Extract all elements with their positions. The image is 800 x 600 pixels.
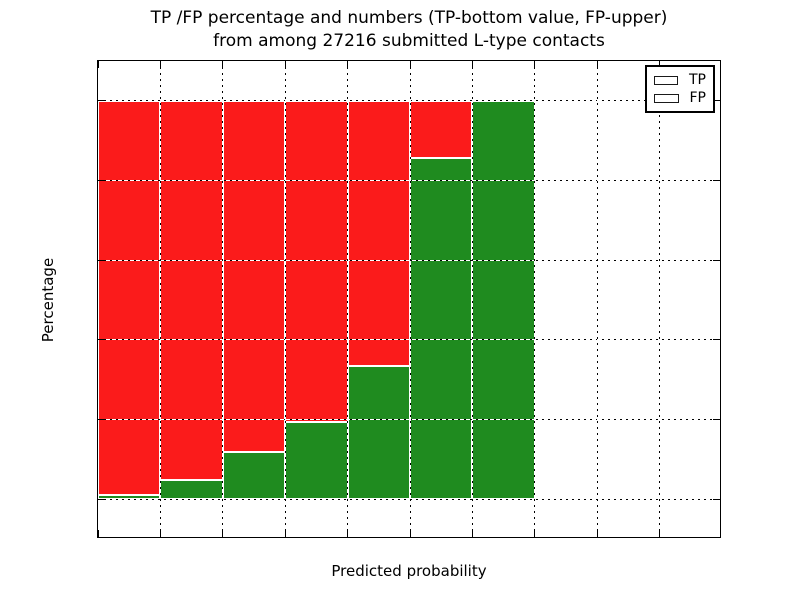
bar-segment-fp [160,100,223,480]
y-tick [98,180,105,181]
h-gridline [98,259,720,261]
bar-segment-fp [98,100,161,495]
tp-color-swatch [654,75,678,85]
chart-title: TP /FP percentage and numbers (TP-bottom… [97,7,721,53]
y-tick [713,100,720,102]
x-axis-label: Predicted probability [331,562,487,580]
bar-segment-tp [410,157,473,500]
v-gridline [596,61,598,537]
x-tick [596,61,598,68]
y-tick [98,419,105,420]
v-gridline [534,61,536,537]
v-gridline [659,61,661,537]
x-tick [409,61,411,68]
legend-item-fp: FP [654,91,706,105]
v-gridline [159,61,161,537]
h-gridline [98,498,720,500]
y-tick [713,419,720,420]
bar-segment-tp [347,366,410,500]
x-tick [159,530,161,537]
y-tick [98,100,105,102]
x-tick [409,530,411,537]
v-gridline [284,61,286,537]
y-axis-label: Percentage [39,257,57,343]
bar-segment-fp [222,100,286,452]
x-tick [222,530,224,537]
y-tick [713,180,720,181]
x-tick [659,530,661,537]
legend: TP FP [645,65,715,113]
fp-color-swatch [654,93,679,103]
chart-title-line2: from among 27216 submitted L-type contac… [213,31,605,51]
v-gridline [347,61,349,537]
bar-segment-tp [222,451,286,500]
x-tick [534,61,536,68]
legend-item-tp: TP [654,73,706,87]
x-tick [97,530,99,537]
y-tick [98,339,105,341]
x-tick [222,61,224,68]
x-tick [534,530,536,537]
bar-segment-fp [410,100,473,158]
bar-segment-tp [98,494,161,500]
x-tick [284,530,286,537]
bar-segment-tp [472,100,535,500]
x-tick [659,61,661,68]
x-tick [471,530,473,537]
v-gridline [409,61,411,537]
x-tick [347,530,349,537]
h-gridline [98,419,720,420]
bar-segment-tp [285,422,348,500]
v-gridline [471,61,473,537]
chart-title-line1: TP /FP percentage and numbers (TP-bottom… [150,8,668,28]
legend-label-tp: TP [689,72,706,88]
h-gridline [98,100,720,102]
y-tick [98,498,105,500]
y-tick [98,259,105,261]
x-tick [471,61,473,68]
x-tick [596,530,598,537]
plot-area [97,60,721,538]
x-tick [284,61,286,68]
h-gridline [98,339,720,341]
bar-segment-fp [347,100,410,367]
y-tick [713,339,720,341]
bar-segment-fp [285,100,348,423]
v-gridline [222,61,224,537]
h-gridline [98,180,720,181]
y-tick [713,498,720,500]
y-tick [713,259,720,261]
x-tick [347,61,349,68]
bar-segment-tp [160,479,223,500]
x-tick [159,61,161,68]
legend-label-fp: FP [689,90,707,106]
x-tick [97,61,99,68]
